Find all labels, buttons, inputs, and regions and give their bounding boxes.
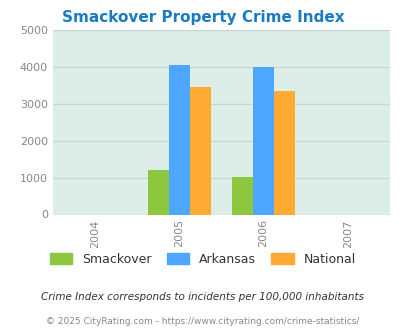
Text: Smackover Property Crime Index: Smackover Property Crime Index bbox=[62, 10, 343, 25]
Bar bbox=[147, 170, 168, 214]
Bar bbox=[231, 177, 252, 215]
Text: © 2025 CityRating.com - https://www.cityrating.com/crime-statistics/: © 2025 CityRating.com - https://www.city… bbox=[46, 317, 359, 326]
Text: Crime Index corresponds to incidents per 100,000 inhabitants: Crime Index corresponds to incidents per… bbox=[41, 292, 364, 302]
Bar bbox=[189, 87, 210, 214]
Bar bbox=[273, 91, 294, 214]
Bar bbox=[168, 65, 189, 214]
Legend: Smackover, Arkansas, National: Smackover, Arkansas, National bbox=[46, 249, 359, 269]
Bar bbox=[252, 67, 273, 214]
